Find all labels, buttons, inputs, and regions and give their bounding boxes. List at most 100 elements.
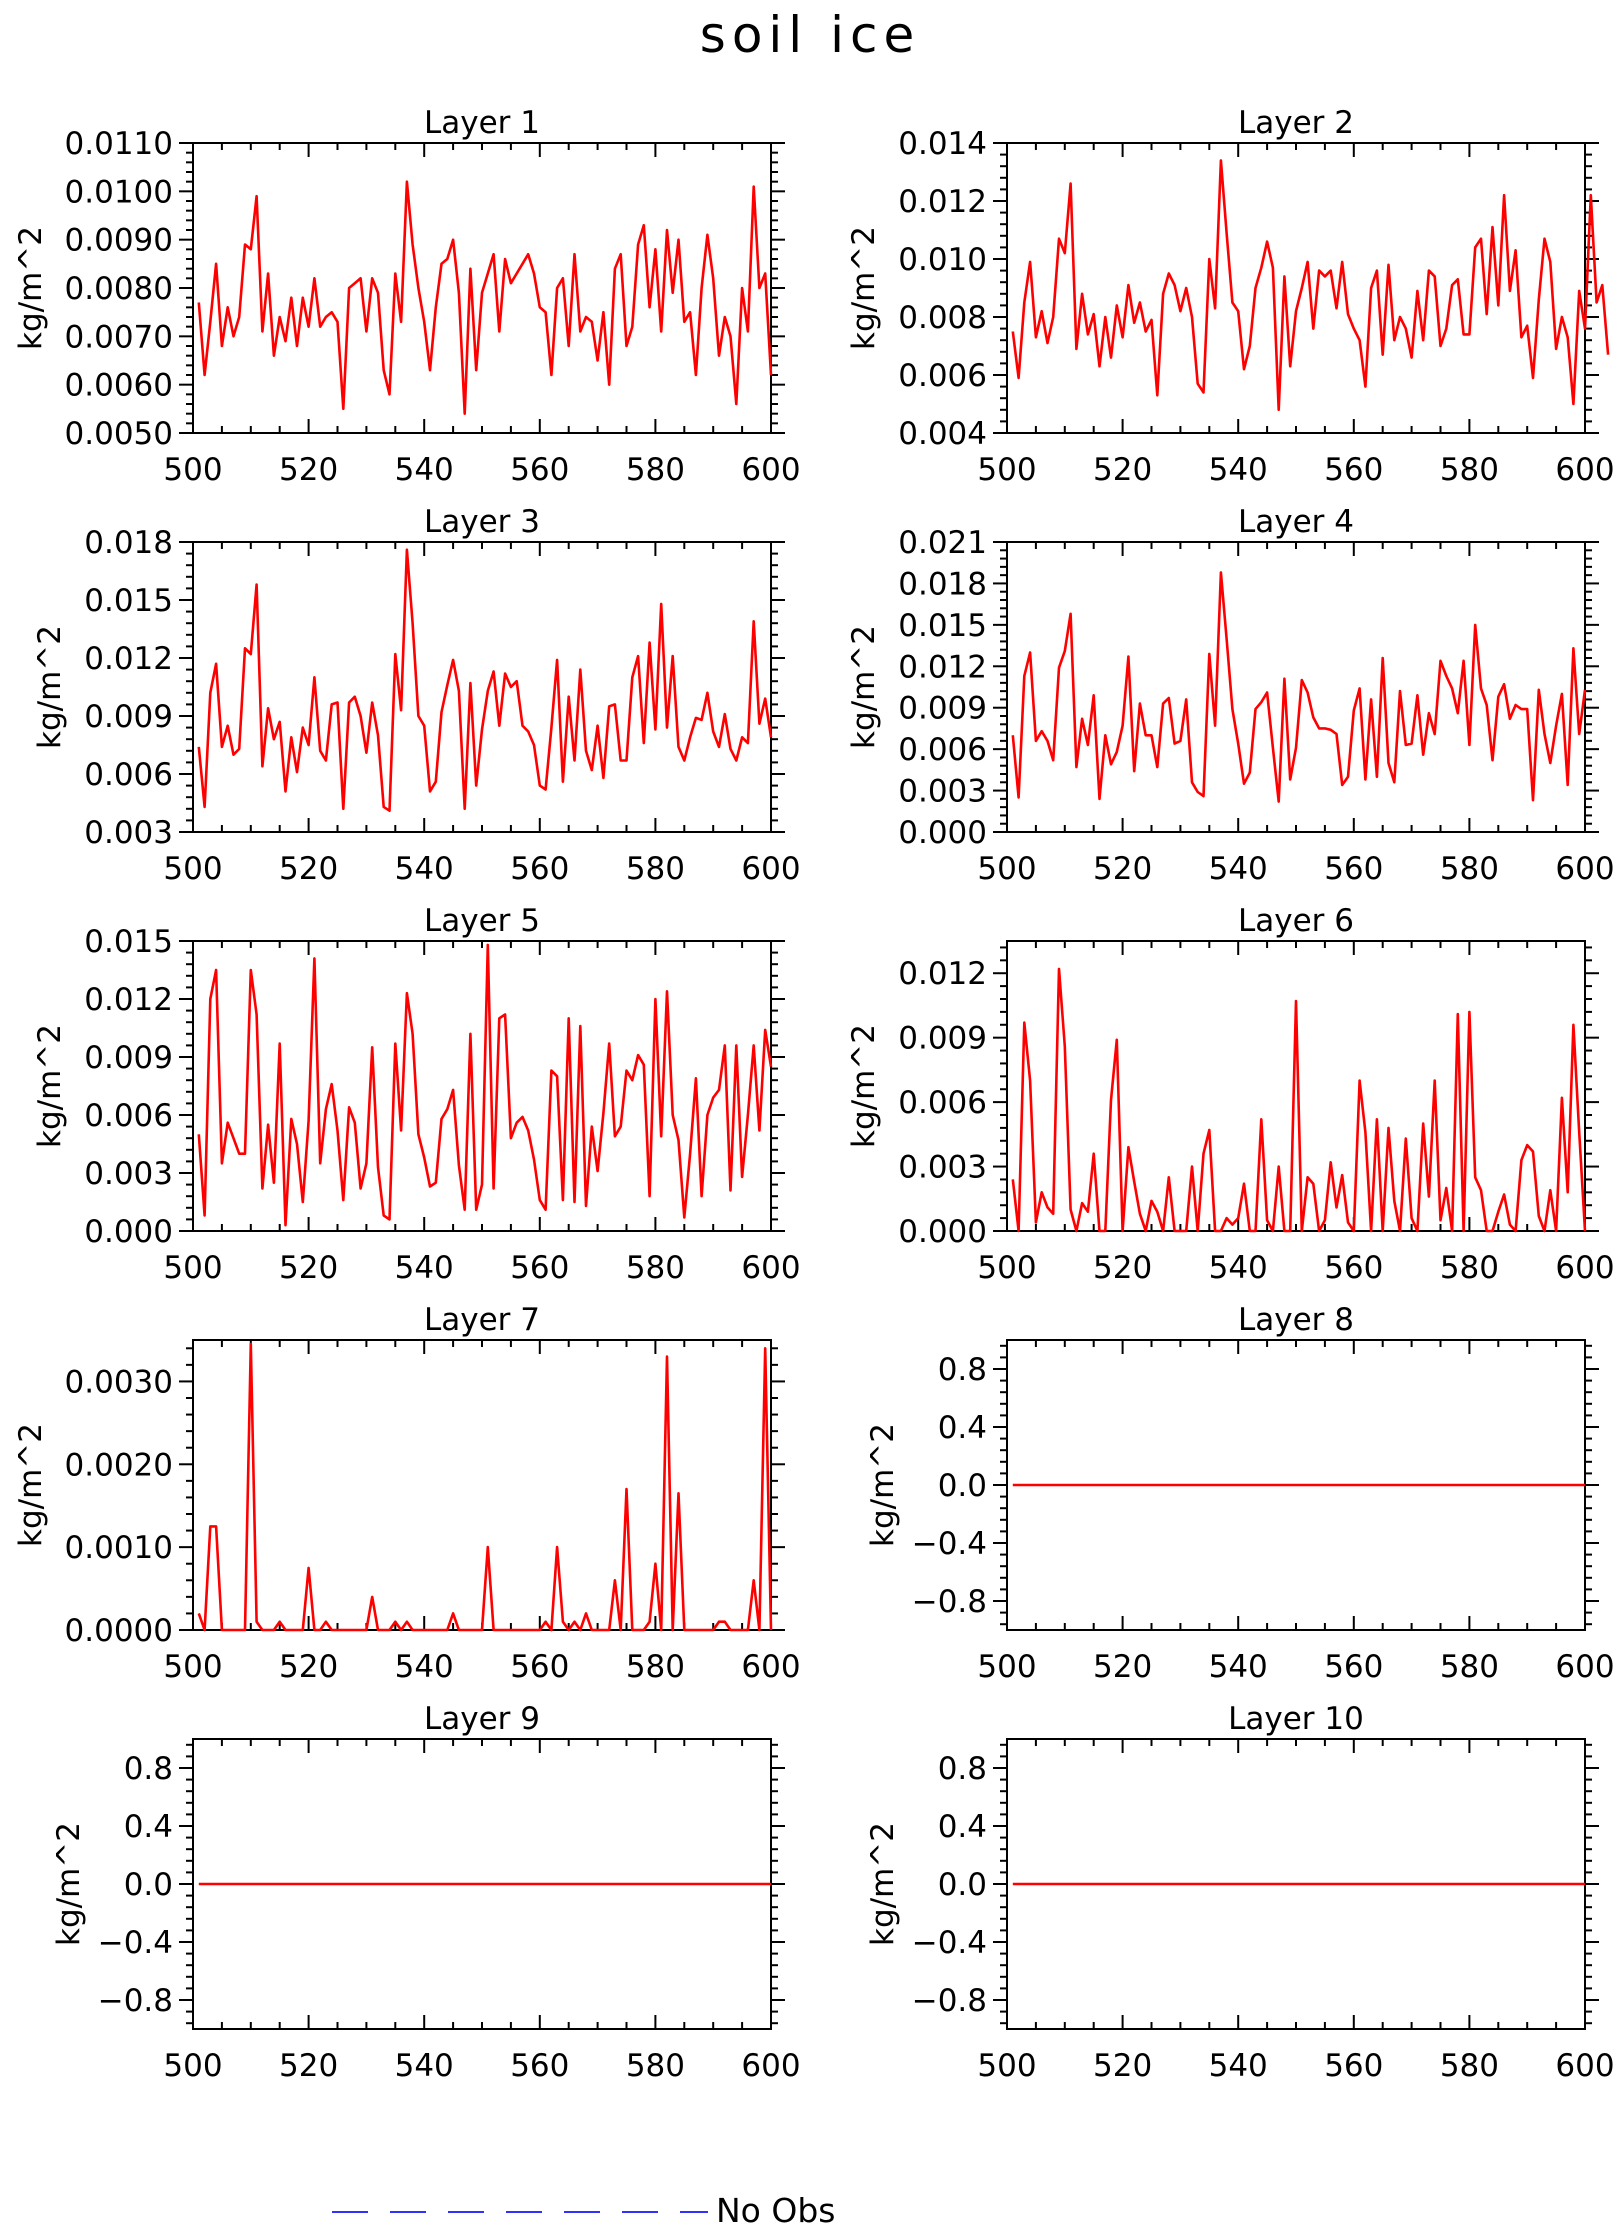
series-line [1011,571,1587,803]
y-tick-label: 0.014 [898,126,987,162]
x-tick-label: 520 [1093,452,1152,488]
x-tick-label: 500 [977,2048,1036,2084]
y-tick-label: 0.000 [898,815,987,851]
y-tick-label: 0.012 [84,641,173,677]
y-tick-label: 0.000 [898,1214,987,1250]
x-tick-label: 560 [1324,1250,1383,1286]
x-tick-label: 600 [1555,1250,1614,1286]
series-line [197,943,773,1227]
x-tick-label: 540 [1209,851,1268,887]
series-line [1011,967,1587,1233]
y-tick-label: 0.004 [898,416,987,452]
y-tick-label: 0.006 [898,1085,987,1121]
y-tick-label: 0.015 [84,924,173,960]
x-tick-label: 540 [1209,2048,1268,2084]
x-tick-label: 500 [163,1649,222,1685]
y-axis-label: kg/m^2 [13,226,49,350]
x-tick-label: 520 [1093,2048,1152,2084]
y-tick-label: 0.012 [898,649,987,685]
x-tick-label: 560 [510,851,569,887]
y-tick-label: 0.018 [84,525,173,561]
panel-layer-2: 500 520 540 560 580 600 0.004 0.006 0.008 0.010 0.… [846,105,1615,488]
y-tick-label: 0.0070 [65,319,173,355]
y-tick-label: 0.0 [124,1867,173,1903]
x-tick-label: 500 [163,1250,222,1286]
y-tick-label: 0.0110 [65,126,173,162]
x-tick-label: 600 [741,452,800,488]
y-tick-label: −0.4 [912,1526,987,1562]
x-tick-label: 540 [395,2048,454,2084]
x-tick-label: 600 [1555,851,1614,887]
y-axis-label: kg/m^2 [13,1423,49,1547]
y-tick-label: −0.8 [98,1983,173,2019]
x-tick-label: 560 [1324,1649,1383,1685]
y-tick-label: 0.003 [898,1150,987,1186]
panel-title: Layer 5 [424,903,540,939]
x-tick-label: 580 [626,1649,685,1685]
plot-frame [1006,940,1586,1232]
x-tick-label: 580 [1440,2048,1499,2084]
x-tick-label: 580 [626,1250,685,1286]
y-tick-label: 0.0050 [65,416,173,452]
panel-layer-3: 500 520 540 560 580 600 0.003 0.006 0.009 0.012 0.… [32,504,801,887]
panel-layer-5: 500 520 540 560 580 600 0.000 0.003 0.006 0.009 0.… [32,903,801,1286]
y-tick-label: 0.0 [938,1867,987,1903]
y-axis-label: kg/m^2 [32,1024,68,1148]
panel-layer-6: 500 520 540 560 580 600 0.000 0.003 0.006 0.009 0.… [846,903,1615,1286]
y-tick-label: 0.012 [898,184,987,220]
y-tick-label: 0.8 [938,1352,987,1388]
x-tick-label: 600 [741,1250,800,1286]
y-tick-label: 0.4 [124,1809,173,1845]
x-tick-label: 600 [1555,1649,1614,1685]
x-tick-label: 560 [1324,452,1383,488]
y-tick-label: 0.009 [84,1040,173,1076]
panel-layer-1: 500 520 540 560 580 600 0.0050 0.0060 0.0070 0.00… [13,105,801,488]
x-tick-label: 560 [510,452,569,488]
x-tick-label: 540 [1209,1250,1268,1286]
x-tick-label: 580 [1440,452,1499,488]
x-tick-label: 520 [1093,1649,1152,1685]
y-tick-label: 0.0060 [65,368,173,404]
panel-layer-9: 500 520 540 560 580 600 −0.8 −0.4 0.0 0.4 0.8 Layer… [51,1701,801,2084]
panel-title: Layer 9 [424,1701,540,1737]
x-tick-label: 500 [163,452,222,488]
panel-layer-10: 500 520 540 560 580 600 −0.8 −0.4 0.0 0.4 0.8 Layer… [865,1701,1615,2084]
x-tick-label: 580 [1440,1250,1499,1286]
x-tick-label: 540 [1209,1649,1268,1685]
y-tick-label: 0.021 [898,525,987,561]
y-tick-label: 0.015 [84,583,173,619]
y-tick-label: 0.006 [84,1098,173,1134]
panel-title: Layer 3 [424,504,540,540]
x-tick-label: 500 [163,2048,222,2084]
y-tick-label: 0.009 [898,691,987,727]
x-tick-label: 560 [510,2048,569,2084]
panel-title: Layer 4 [1238,504,1354,540]
series-line [197,180,773,416]
y-tick-label: 0.006 [84,757,173,793]
plot-frame [192,142,772,434]
y-tick-label: 0.0100 [65,174,173,210]
x-tick-label: 600 [741,851,800,887]
legend-label: No Obs [716,2191,835,2229]
x-tick-label: 500 [977,851,1036,887]
y-tick-label: 0.008 [898,300,987,336]
y-tick-label: 0.006 [898,732,987,768]
y-tick-label: −0.4 [912,1925,987,1961]
y-tick-label: 0.003 [84,815,173,851]
x-tick-label: 560 [510,1649,569,1685]
y-axis-label: kg/m^2 [846,226,882,350]
panel-title: Layer 1 [424,105,540,141]
x-tick-label: 600 [1555,2048,1614,2084]
y-tick-label: 0.000 [84,1214,173,1250]
y-tick-label: −0.8 [912,1584,987,1620]
x-tick-label: 540 [395,1250,454,1286]
x-tick-label: 520 [279,1649,338,1685]
y-axis-label: kg/m^2 [846,625,882,749]
y-tick-label: 0.0020 [65,1447,173,1483]
x-tick-label: 520 [279,1250,338,1286]
y-tick-label: 0.0030 [65,1364,173,1400]
x-tick-label: 520 [279,452,338,488]
x-tick-label: 580 [626,851,685,887]
y-tick-label: 0.009 [898,1021,987,1057]
